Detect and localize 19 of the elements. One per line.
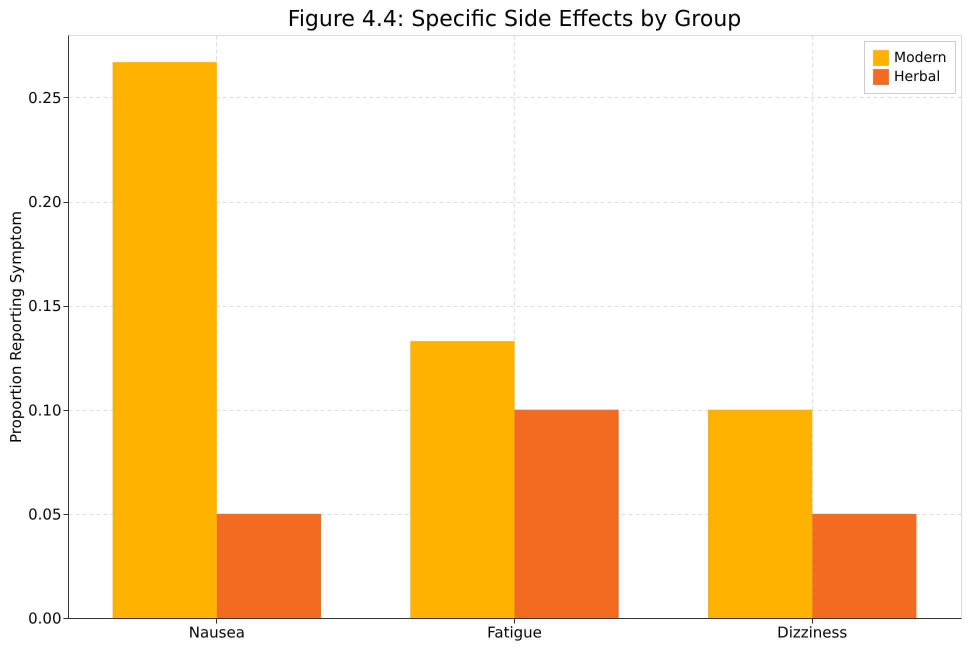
- bar: [216, 514, 322, 618]
- y-tick-label: 0.05: [28, 505, 62, 524]
- chart-title: Figure 4.4: Specific Side Effects by Group: [288, 7, 742, 32]
- y-tick-label: 0.15: [28, 297, 62, 316]
- bar: [708, 410, 812, 618]
- legend-label: Modern: [894, 50, 947, 66]
- legend-label: Herbal: [894, 69, 940, 85]
- y-tick-label: 0.10: [28, 401, 62, 420]
- y-tick-label: 0.25: [28, 88, 62, 107]
- bar: [112, 62, 217, 618]
- y-axis-title: Proportion Reporting Symptom: [7, 210, 26, 444]
- x-tick-label: Nausea: [188, 624, 245, 642]
- bar: [812, 514, 916, 618]
- y-tick-label: 0.20: [28, 193, 62, 212]
- x-tick-label: Dizziness: [777, 624, 848, 642]
- x-tick-label: Fatigue: [487, 624, 542, 642]
- bar: [514, 410, 619, 618]
- y-tick-label: 0.00: [28, 610, 62, 628]
- bar: [410, 341, 514, 618]
